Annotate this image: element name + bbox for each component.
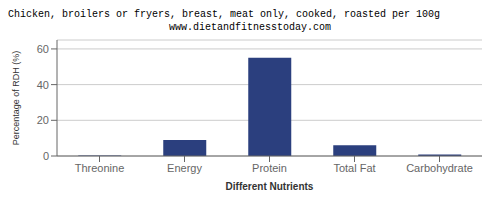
html-text:Chicken, broilers or fryers, b: Chicken, broilers or fryers, breast, mea… <box>8 9 441 20</box>
svg-text:60: 60 <box>37 43 49 55</box>
svg-text:20: 20 <box>37 114 49 126</box>
svg-text:Percentage of RDH (%): Percentage of RDH (%) <box>11 51 21 146</box>
svg-text:40: 40 <box>37 79 49 91</box>
html-text:www.dietandfitnesstoday.com: www.dietandfitnesstoday.com <box>169 22 331 33</box>
svg-text:Total Fat: Total Fat <box>333 162 375 174</box>
svg-text:Different Nutrients: Different Nutrients <box>226 181 314 192</box>
svg-text:Energy: Energy <box>167 162 202 174</box>
svg-text:Threonine: Threonine <box>75 162 125 174</box>
svg-text:Carbohydrate: Carbohydrate <box>406 162 473 174</box>
svg-text:0: 0 <box>43 150 49 162</box>
svg-text:Protein: Protein <box>252 162 287 174</box>
